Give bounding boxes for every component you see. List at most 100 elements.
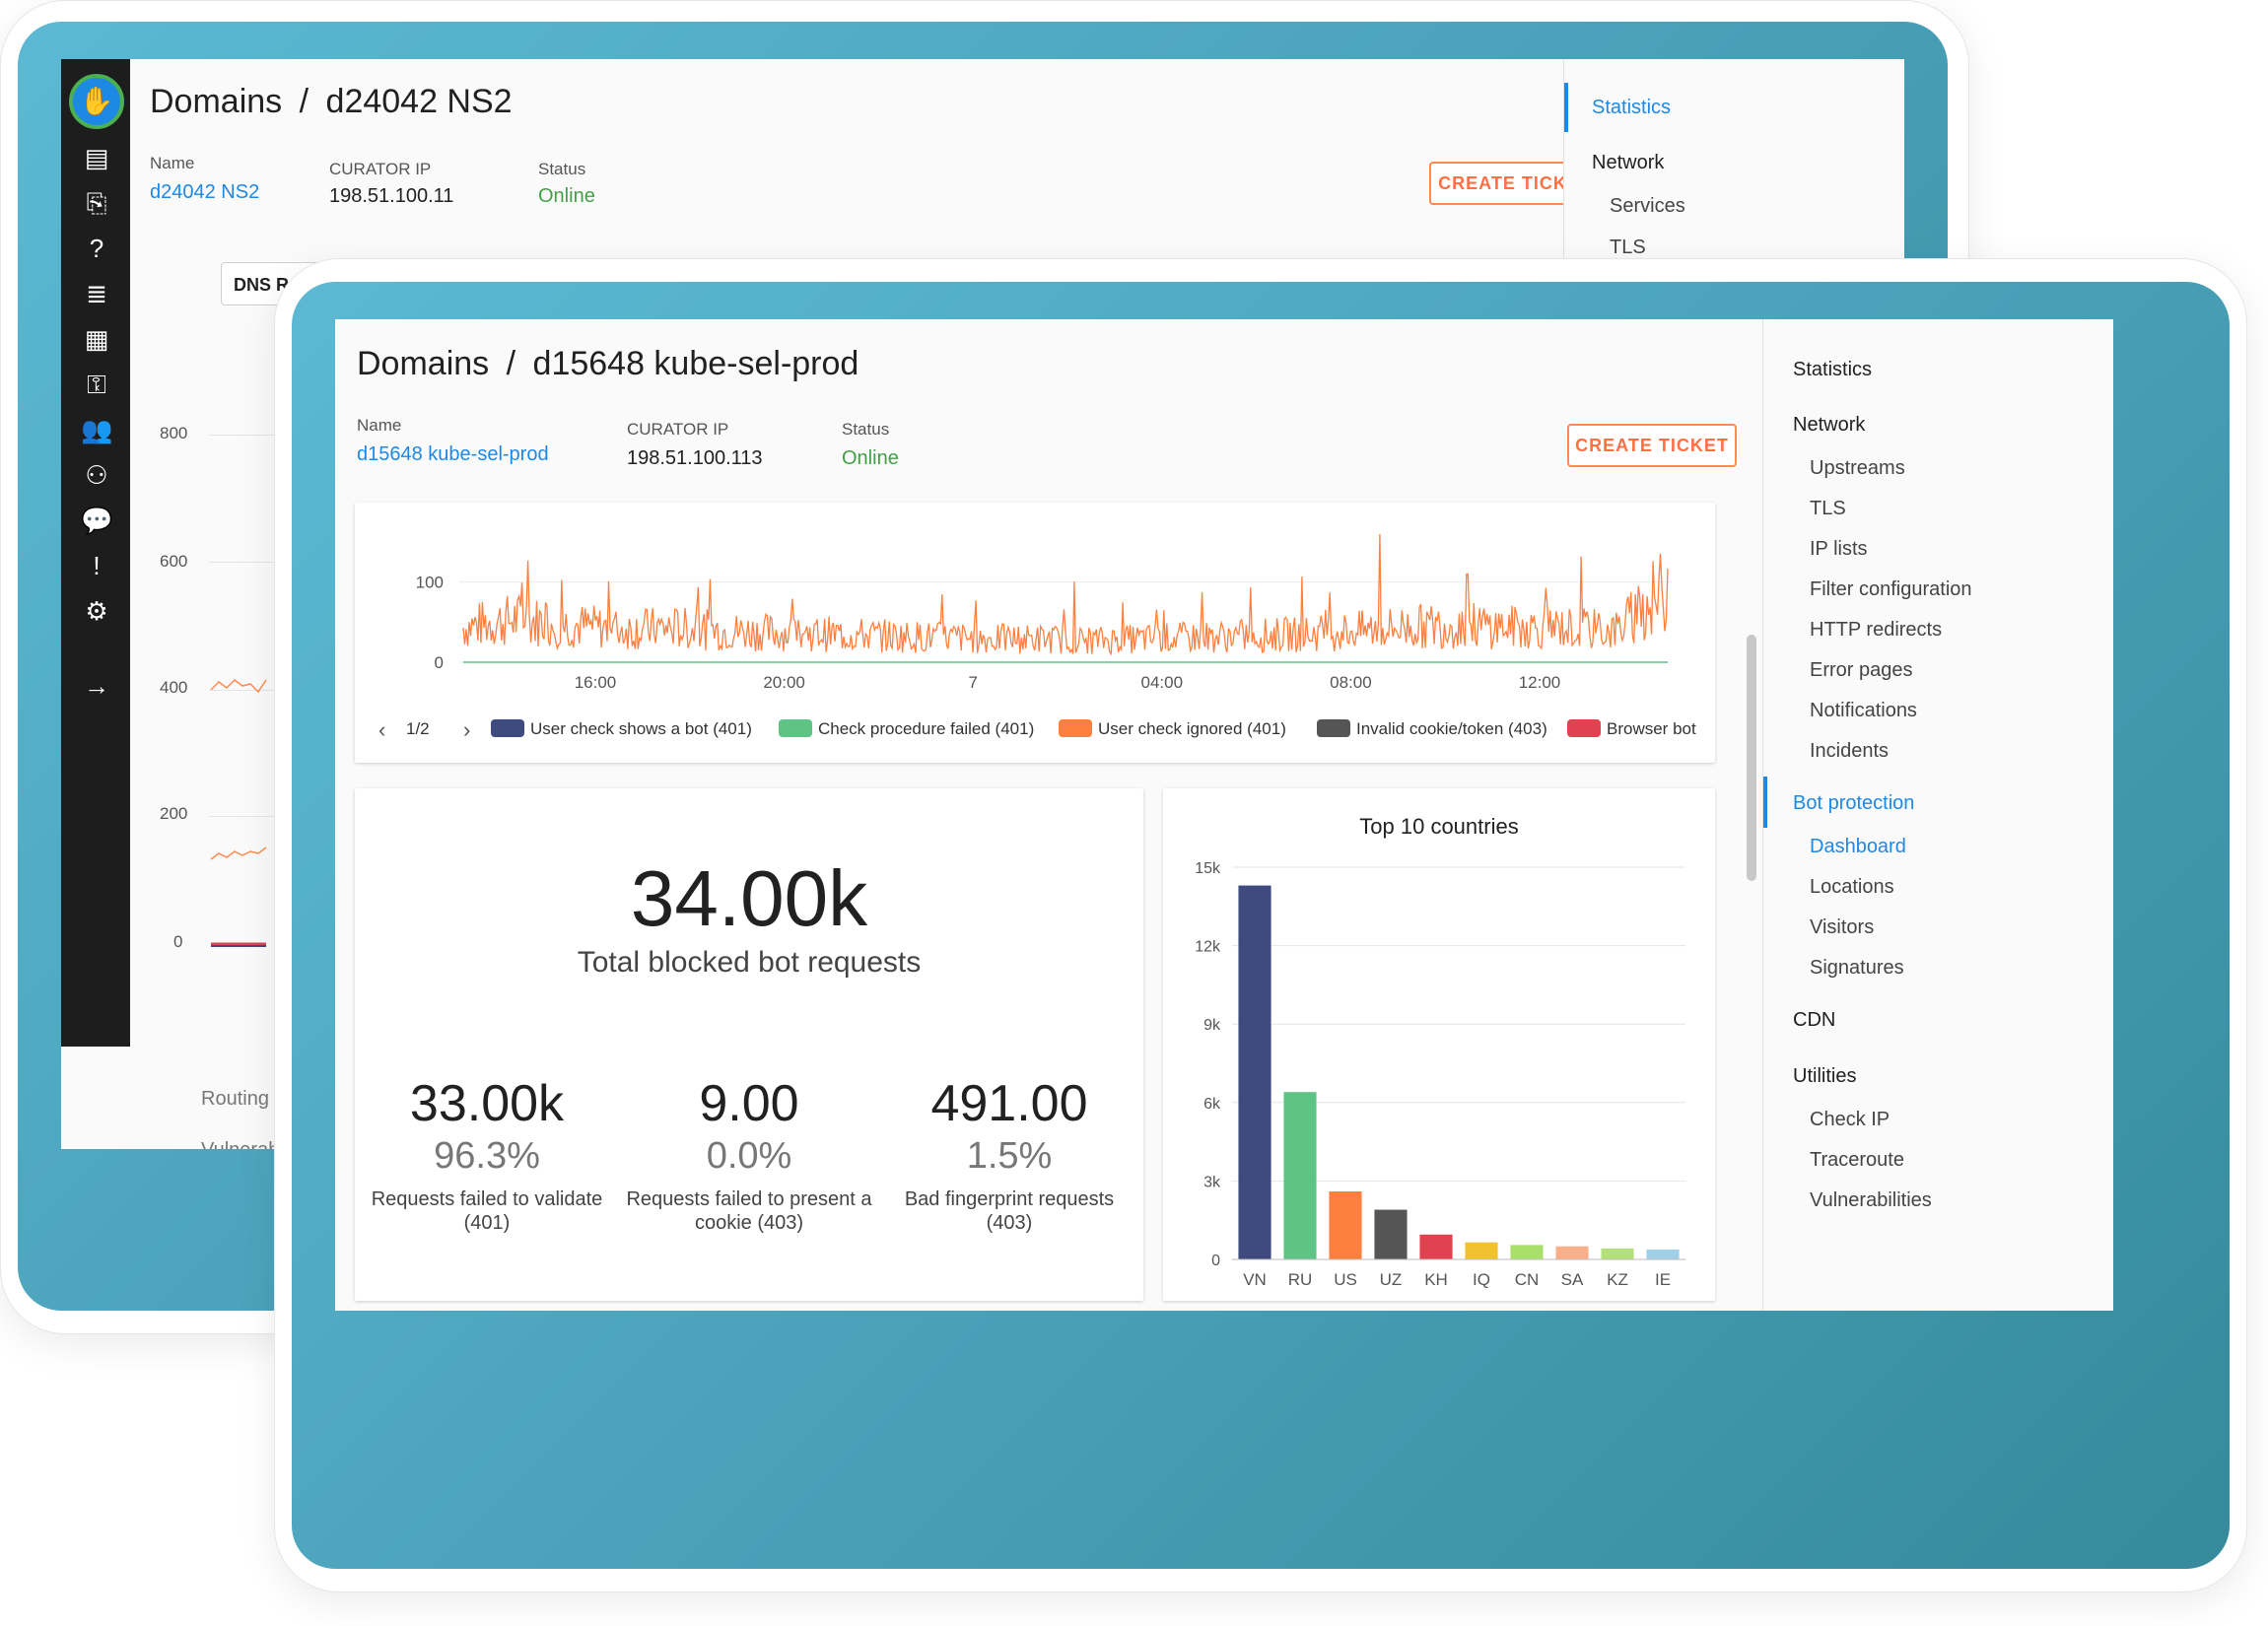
- nav-cdn[interactable]: CDN: [1793, 1009, 1836, 1031]
- legend-item[interactable]: Browser bot: [1567, 719, 1696, 739]
- document-chart-icon[interactable]: ▤: [84, 143, 109, 172]
- icon-rail: ✋ ▤ ⎘ ? ≣ ▦ ⚿ 👥 ⚇ 💬 ! ⚙ →: [61, 59, 130, 1047]
- requests-line-chart-card: 0 100 16:00 20:00 7 04:00 08:00 12:00 ‹ 1/2 › U…: [355, 503, 1715, 763]
- content-scrollbar[interactable]: [1747, 635, 1756, 881]
- y-tick-label: 0: [1211, 1253, 1220, 1269]
- stat-bad-fingerprint: 491.00 1.5% Bad fingerprint requests (40…: [881, 1074, 1137, 1235]
- nav-incidents[interactable]: Incidents: [1810, 740, 1890, 762]
- x-tick-label: 08:00: [1330, 673, 1372, 692]
- legend-item[interactable]: User check shows a bot (401): [491, 719, 752, 739]
- active-nav-marker: [1564, 83, 1568, 132]
- domain-name-link[interactable]: d24042 NS2: [150, 181, 260, 203]
- x-tick-label: VN: [1243, 1270, 1267, 1289]
- nav-tls[interactable]: TLS: [1810, 498, 1846, 519]
- blocked-requests-card: 34.00k Total blocked bot requests 33.00k…: [355, 788, 1143, 1301]
- chart-legend: ‹ 1/2 › User check shows a bot (401) Che…: [373, 717, 1713, 747]
- legend-item[interactable]: Invalid cookie/token (403): [1317, 719, 1547, 739]
- x-tick-label: IQ: [1473, 1270, 1490, 1289]
- arrow-right-icon[interactable]: →: [84, 671, 109, 701]
- x-tick-label: 12:00: [1519, 673, 1561, 692]
- series-line: [210, 847, 267, 860]
- name-label: Name: [357, 416, 402, 435]
- nav-locations[interactable]: Locations: [1810, 876, 1894, 898]
- x-tick-label: 04:00: [1141, 673, 1184, 692]
- alert-badge-icon[interactable]: !: [93, 551, 101, 580]
- bar: [1601, 1248, 1634, 1259]
- chevron-right-icon[interactable]: ›: [463, 717, 471, 742]
- requests-line-chart: 0 100 16:00 20:00 7 04:00 08:00 12:00: [416, 533, 1672, 692]
- status-badge: Online: [842, 447, 899, 469]
- create-ticket-button[interactable]: CREATE TICKET: [1567, 424, 1737, 467]
- y-tick: 200: [160, 804, 188, 823]
- nav-network[interactable]: Network: [1592, 152, 1665, 173]
- chart-title: Top 10 countries: [1359, 814, 1518, 839]
- nav-visitors[interactable]: Visitors: [1810, 916, 1875, 938]
- legend-label: User check shows a bot (401): [530, 719, 752, 738]
- section-link[interactable]: Vulnerable Pr: [201, 1139, 319, 1149]
- hand-shield-icon[interactable]: ✋: [69, 74, 124, 129]
- legend-item[interactable]: Check procedure failed (401): [779, 719, 1034, 739]
- nav-filter-configuration[interactable]: Filter configuration: [1810, 578, 1972, 600]
- x-tick-label: KZ: [1607, 1270, 1628, 1289]
- building-alert-icon[interactable]: ▦: [84, 324, 109, 354]
- nav-ip-lists[interactable]: IP lists: [1810, 538, 1868, 560]
- domain-name-link[interactable]: d15648 kube-sel-prod: [357, 443, 549, 465]
- forum-icon[interactable]: 💬: [81, 506, 113, 535]
- nav-tls[interactable]: TLS: [1610, 237, 1646, 258]
- nav-statistics[interactable]: Statistics: [1592, 97, 1672, 118]
- key-icon[interactable]: ⚿: [87, 370, 106, 399]
- bar: [1419, 1234, 1453, 1259]
- nav-upstreams[interactable]: Upstreams: [1810, 457, 1905, 479]
- nav-network[interactable]: Network: [1793, 414, 1866, 436]
- y-tick: 0: [173, 932, 183, 951]
- gridline: [209, 690, 327, 691]
- nav-notifications[interactable]: Notifications: [1810, 700, 1917, 721]
- breadcrumb-separator: /: [506, 345, 516, 382]
- status-label: Status: [842, 420, 890, 439]
- settings-icon[interactable]: ⚙: [85, 596, 108, 626]
- nav-http-redirects[interactable]: HTTP redirects: [1810, 619, 1943, 641]
- legend-swatch: [1317, 719, 1350, 737]
- bar: [1465, 1242, 1498, 1259]
- nav-vulnerabilities[interactable]: Vulnerabilities: [1810, 1189, 1932, 1211]
- status-label: Status: [538, 160, 586, 178]
- y-tick-label: 6k: [1203, 1096, 1221, 1113]
- front-screen: Domains / d15648 kube-sel-prod Name d156…: [335, 319, 2113, 1311]
- legend-item[interactable]: User check ignored (401): [1059, 719, 1286, 739]
- x-tick-label: US: [1334, 1270, 1357, 1289]
- x-tick-label: SA: [1561, 1270, 1584, 1289]
- bar: [1329, 1191, 1362, 1259]
- legend-swatch: [491, 719, 524, 737]
- document-dollar-icon[interactable]: ⎘: [86, 188, 107, 218]
- people-icon[interactable]: 👥: [81, 415, 113, 444]
- legend-swatch: [1567, 719, 1601, 737]
- y-tick: 600: [160, 552, 188, 571]
- article-icon[interactable]: ≣: [86, 279, 107, 308]
- x-tick-label: IE: [1655, 1270, 1671, 1289]
- nav-traceroute[interactable]: Traceroute: [1810, 1149, 1904, 1171]
- top-countries-bar-chart: Top 10 countries 0 3k 6k 9k 12k 15k VN RU US UZ KH I…: [1195, 814, 1685, 1289]
- active-nav-marker: [1763, 777, 1767, 828]
- nav-services[interactable]: Services: [1610, 195, 1685, 217]
- groups-icon[interactable]: ⚇: [85, 460, 108, 490]
- gridline: [209, 562, 327, 563]
- x-tick-label: 16:00: [575, 673, 617, 692]
- nav-check-ip[interactable]: Check IP: [1810, 1109, 1890, 1130]
- legend-label: Browser bot: [1607, 719, 1696, 738]
- page-title: Domains / d24042 NS2: [150, 83, 513, 121]
- nav-bot-protection[interactable]: Bot protection: [1793, 792, 1915, 814]
- breadcrumb-root[interactable]: Domains: [357, 345, 490, 382]
- nav-error-pages[interactable]: Error pages: [1810, 659, 1913, 681]
- nav-utilities[interactable]: Utilities: [1793, 1065, 1857, 1087]
- y-tick-label: 0: [435, 653, 444, 672]
- legend-swatch: [779, 719, 812, 737]
- help-circle-icon[interactable]: ?: [89, 234, 104, 263]
- nav-dashboard[interactable]: Dashboard: [1810, 836, 1906, 857]
- chevron-left-icon[interactable]: ‹: [378, 717, 386, 742]
- stat-percent: 1.5%: [966, 1135, 1053, 1177]
- x-tick-label: RU: [1288, 1270, 1313, 1289]
- breadcrumb-root[interactable]: Domains: [150, 83, 283, 120]
- nav-statistics[interactable]: Statistics: [1793, 359, 1873, 380]
- nav-signatures[interactable]: Signatures: [1810, 957, 1904, 979]
- stat-percent: 0.0%: [706, 1135, 792, 1177]
